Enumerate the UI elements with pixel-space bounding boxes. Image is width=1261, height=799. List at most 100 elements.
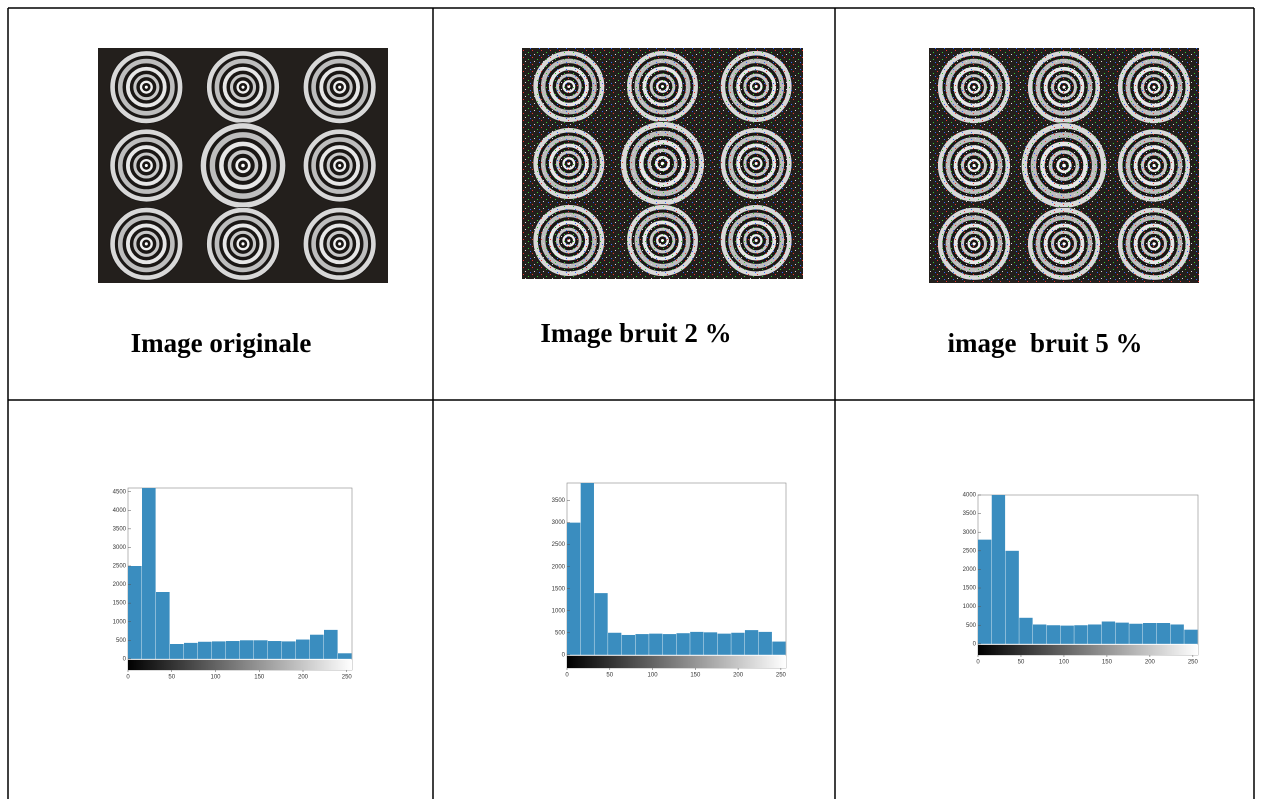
- y-tick-label: 2000: [963, 567, 977, 573]
- y-tick-label: 3000: [552, 520, 566, 526]
- spiral: [303, 129, 377, 203]
- bar: [156, 592, 170, 659]
- bar: [128, 566, 142, 659]
- bar: [704, 632, 717, 654]
- y-tick-label: 0: [562, 652, 566, 658]
- bar: [170, 644, 184, 659]
- bar: [142, 488, 156, 659]
- x-tick-label: 200: [1145, 660, 1156, 666]
- x-tick-label: 100: [210, 675, 221, 681]
- bar: [212, 641, 226, 658]
- spiral-image-noise: [929, 48, 1199, 283]
- document: Image originale Image bruit 2 % image br…: [0, 0, 1261, 799]
- bar: [1157, 623, 1170, 644]
- bar: [1129, 624, 1142, 644]
- bar: [1047, 625, 1060, 644]
- y-tick-label: 2500: [113, 564, 127, 570]
- colorbar: [567, 656, 786, 668]
- bar: [1171, 624, 1184, 643]
- noise-overlay: [522, 48, 803, 279]
- x-tick-label: 200: [298, 675, 309, 681]
- x-tick-label: 100: [1059, 660, 1070, 666]
- spiral: [200, 122, 286, 208]
- bar: [226, 641, 240, 659]
- x-tick-label: 150: [1102, 660, 1113, 666]
- x-tick-label: 0: [565, 673, 569, 679]
- y-tick-label: 4500: [113, 489, 127, 495]
- x-tick-label: 150: [254, 675, 265, 681]
- bar: [1102, 622, 1115, 644]
- y-tick-label: 4000: [963, 493, 977, 499]
- bar: [1074, 625, 1087, 644]
- y-tick-label: 1500: [113, 601, 127, 607]
- bar: [759, 632, 772, 655]
- y-tick-label: 2500: [552, 542, 566, 548]
- spiral: [303, 50, 377, 124]
- x-tick-label: 0: [976, 660, 980, 666]
- colorbar: [128, 660, 352, 670]
- caption: Image bruit 2 %: [540, 318, 731, 348]
- bar: [718, 634, 731, 655]
- x-tick-label: 0: [126, 675, 130, 681]
- bar: [1061, 626, 1074, 644]
- x-tick-label: 150: [690, 673, 701, 679]
- spiral-image-noise: [522, 48, 803, 279]
- bar: [338, 653, 352, 659]
- y-tick-label: 500: [116, 638, 127, 644]
- y-tick-label: 500: [555, 630, 566, 636]
- x-tick-label: 100: [648, 673, 659, 679]
- x-tick-label: 50: [168, 675, 175, 681]
- y-tick-label: 1000: [113, 619, 127, 625]
- bar: [254, 640, 268, 659]
- bar: [184, 643, 198, 659]
- bar: [992, 495, 1005, 644]
- bar: [324, 630, 338, 659]
- y-tick-label: 0: [973, 641, 977, 647]
- y-tick-label: 1500: [552, 586, 566, 592]
- bar: [1019, 618, 1032, 644]
- y-tick-label: 0: [123, 656, 127, 662]
- spiral: [109, 207, 183, 281]
- bar: [745, 630, 758, 655]
- bar: [1088, 624, 1101, 643]
- y-tick-label: 4000: [113, 508, 127, 514]
- caption: image bruit 5 %: [948, 328, 1143, 358]
- bar: [1116, 623, 1129, 644]
- bar: [649, 634, 662, 655]
- y-tick-label: 1000: [963, 604, 977, 610]
- bar: [1184, 630, 1197, 644]
- bar: [690, 632, 703, 655]
- y-tick-label: 2000: [113, 582, 127, 588]
- x-tick-label: 250: [1188, 660, 1199, 666]
- caption: Image originale: [131, 328, 312, 358]
- x-tick-label: 250: [342, 675, 353, 681]
- y-tick-label: 1000: [552, 608, 566, 614]
- bar: [608, 633, 621, 655]
- histogram: 0 500 1000 1500 2000 2500 3000 3500 4000 4500 0 50 1…: [113, 488, 353, 681]
- y-tick-label: 3500: [113, 526, 127, 532]
- bar: [677, 633, 690, 655]
- bar: [772, 642, 785, 655]
- y-tick-label: 3000: [963, 530, 977, 536]
- y-tick-label: 2000: [552, 564, 566, 570]
- x-tick-label: 200: [733, 673, 744, 679]
- bar: [198, 642, 212, 659]
- bar: [594, 593, 607, 655]
- spiral: [206, 50, 280, 124]
- bar: [731, 633, 744, 655]
- bar: [296, 640, 310, 659]
- noise-overlay: [929, 48, 1199, 283]
- spiral: [109, 129, 183, 203]
- histogram: 0500100015002000250030003500400005010015…: [963, 493, 1199, 666]
- spiral-image: [98, 48, 388, 283]
- y-tick-label: 3000: [113, 545, 127, 551]
- y-tick-label: 3500: [963, 511, 977, 517]
- y-tick-label: 500: [966, 623, 977, 629]
- page: Image originale Image bruit 2 % image br…: [0, 0, 1261, 799]
- bar: [282, 641, 296, 658]
- y-tick-label: 1500: [963, 586, 977, 592]
- bar: [268, 641, 282, 659]
- bar: [635, 634, 648, 655]
- bar: [622, 635, 635, 655]
